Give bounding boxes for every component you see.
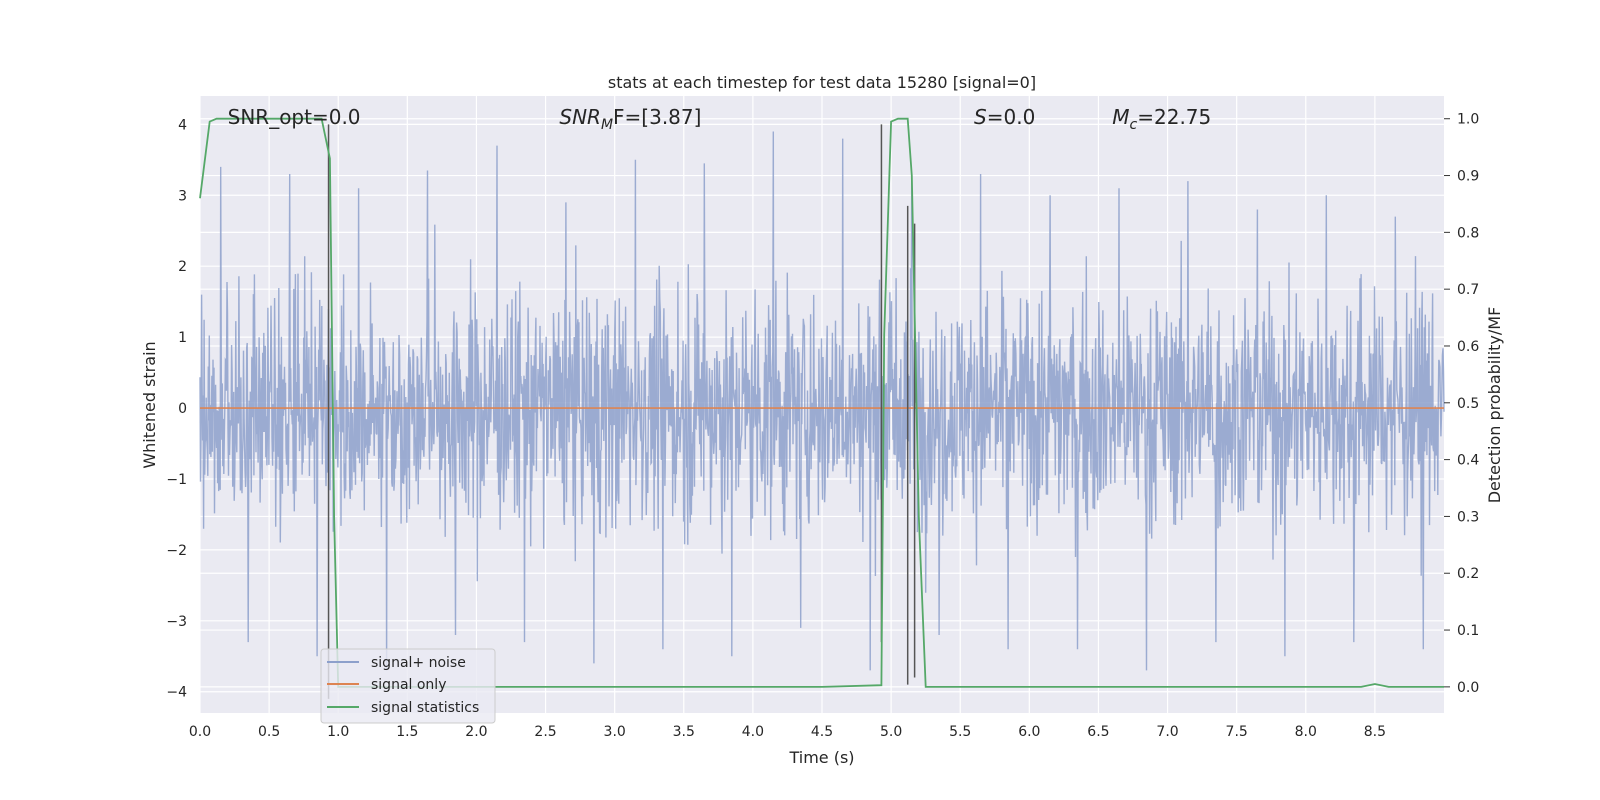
- y-right-tick-label: 0.0: [1457, 680, 1479, 696]
- y-right-tick-label: 0.6: [1457, 339, 1479, 355]
- y-left-axis-ticks: −4 −3 −2 −1 0 1 2 3 4: [166, 117, 187, 700]
- signal-statistics-line: [199, 117, 1444, 688]
- x-tick-label: 1.5: [396, 724, 418, 740]
- annotation: S=0.0: [974, 105, 1035, 129]
- y-right-tick-label: 0.2: [1457, 566, 1479, 582]
- signal-noise-series: [199, 131, 1445, 671]
- x-tick-label: 4.5: [811, 724, 833, 740]
- y-left-tick-label: −2: [166, 543, 187, 559]
- y-right-tick-label: 0.3: [1457, 509, 1479, 525]
- y-right-tick-label: 0.1: [1457, 623, 1479, 639]
- annotation: Mc=22.75: [1112, 105, 1211, 133]
- x-tick-label: 5.0: [880, 724, 902, 740]
- x-tick-label: 2.5: [534, 724, 556, 740]
- signal-statistics-series: [199, 117, 1444, 688]
- y-left-axis-label: Whitened strain: [140, 341, 159, 468]
- y-right-tick-label: 0.5: [1457, 396, 1479, 412]
- x-tick-label: 2.0: [465, 724, 487, 740]
- y-right-tick-label: 1.0: [1457, 112, 1479, 128]
- x-tick-label: 6.0: [1018, 724, 1040, 740]
- y-right-tick-label: 0.9: [1457, 169, 1479, 185]
- x-tick-label: 8.0: [1295, 724, 1317, 740]
- y-left-tick-label: −4: [166, 685, 187, 701]
- x-tick-label: 5.5: [949, 724, 971, 740]
- y-left-tick-label: 3: [178, 188, 187, 204]
- y-right-axis-ticks: 0.0 0.1 0.2 0.3 0.4 0.5 0.6 0.7 0.8 0.9 1.0: [1444, 112, 1479, 696]
- x-tick-label: 6.5: [1087, 724, 1109, 740]
- x-tick-label: 8.5: [1364, 724, 1386, 740]
- x-tick-label: 4.0: [742, 724, 764, 740]
- y-left-tick-label: 4: [178, 117, 187, 133]
- legend: signal+ noise signal only signal statist…: [320, 648, 496, 724]
- x-tick-label: 3.5: [673, 724, 695, 740]
- y-left-tick-label: 1: [178, 330, 187, 346]
- annotations: SNR_opt=0.0 SNRMF=[3.87] S=0.0 Mc=22.75: [228, 105, 1212, 133]
- x-tick-label: 7.5: [1226, 724, 1248, 740]
- legend-label-noise: signal+ noise: [371, 655, 466, 671]
- annotation: SNR_opt=0.0: [228, 105, 361, 129]
- y-right-tick-label: 0.8: [1457, 225, 1479, 241]
- x-tick-label: 0.0: [189, 724, 211, 740]
- y-left-tick-label: −3: [166, 614, 187, 630]
- legend-box: [320, 648, 496, 724]
- x-tick-label: 1.0: [327, 724, 349, 740]
- noise-line: [199, 131, 1445, 671]
- y-right-tick-label: 0.7: [1457, 282, 1479, 298]
- x-axis-label: Time (s): [788, 748, 854, 767]
- x-axis-ticks: 0.0 0.5 1.0 1.5 2.0 2.5 3.0 3.5 4.0 4.5 5.0 5.5 6.0 6…: [189, 724, 1386, 740]
- y-left-tick-label: −1: [166, 472, 187, 488]
- y-left-tick-label: 2: [178, 259, 187, 275]
- y-right-axis-label: Detection probability/MF: [1485, 307, 1504, 504]
- x-tick-label: 0.5: [258, 724, 280, 740]
- x-tick-label: 7.0: [1156, 724, 1178, 740]
- y-left-tick-label: 0: [178, 401, 187, 417]
- x-tick-label: 3.0: [604, 724, 626, 740]
- annotation: SNRMF=[3.87]: [559, 105, 701, 133]
- legend-label-signal: signal only: [371, 677, 446, 693]
- y-right-tick-label: 0.4: [1457, 453, 1479, 469]
- chart-title: stats at each timestep for test data 152…: [608, 73, 1036, 92]
- legend-label-stats: signal statistics: [371, 700, 479, 716]
